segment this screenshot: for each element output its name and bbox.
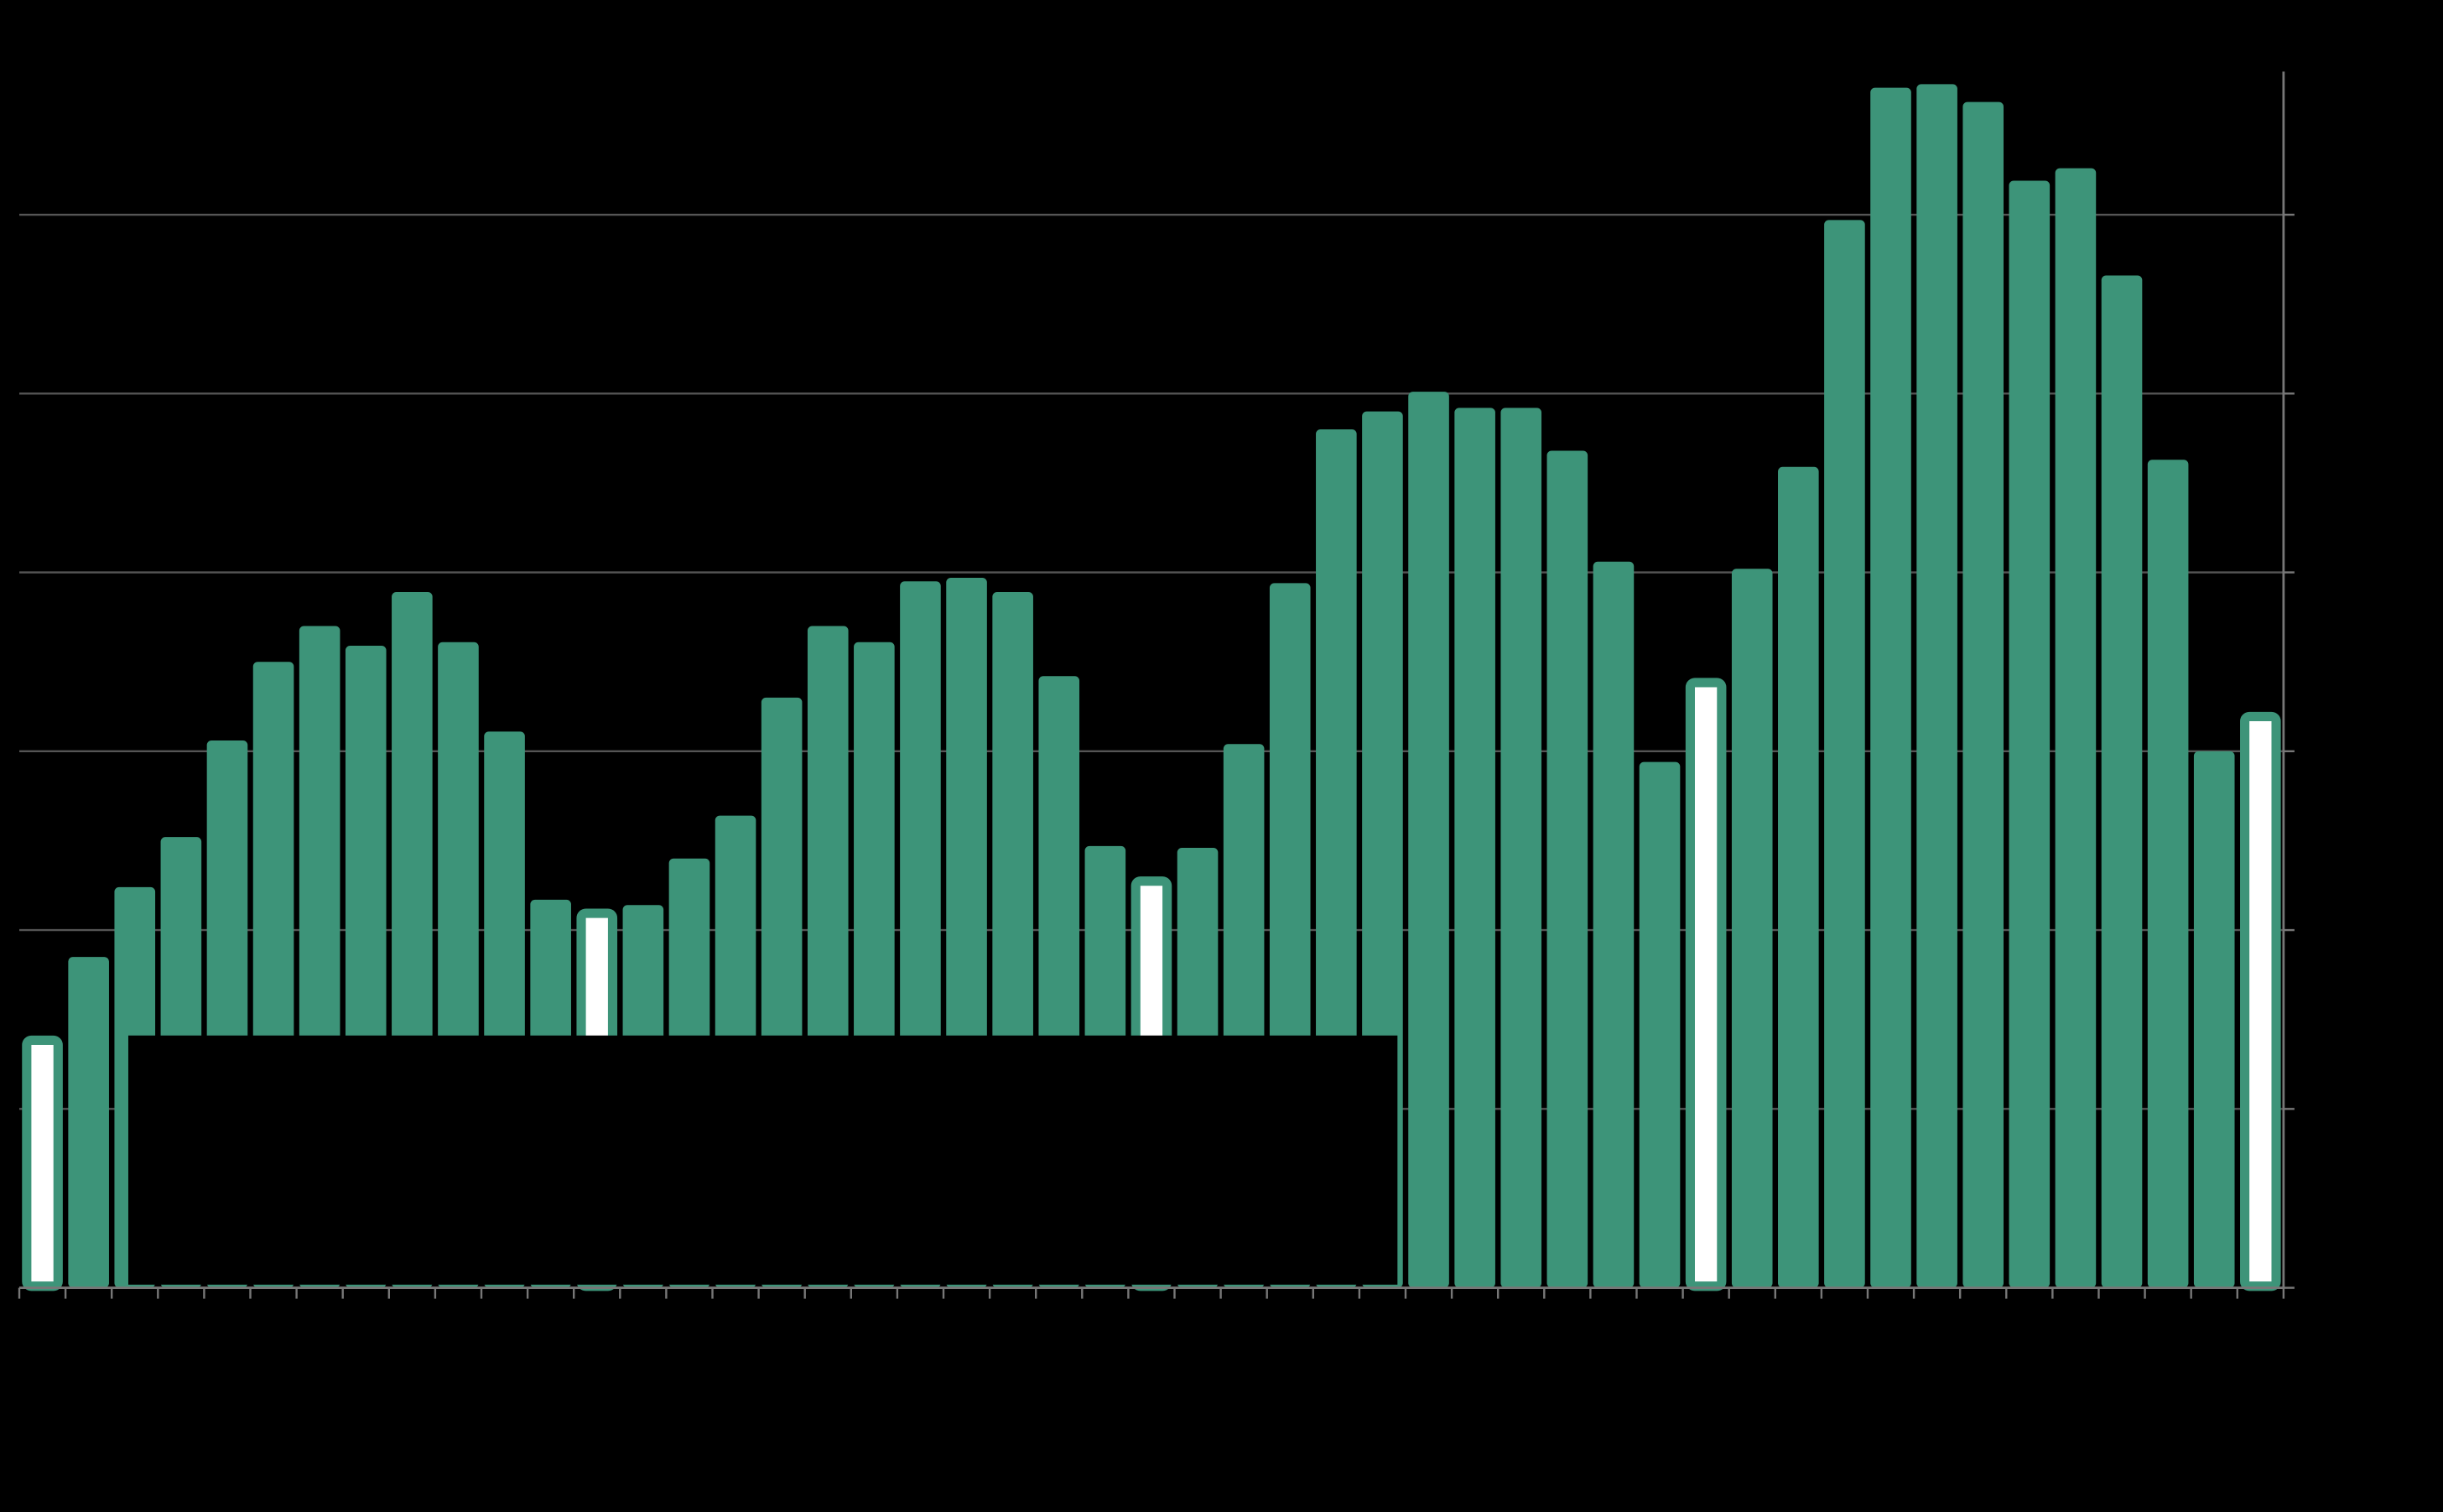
bar-highlighted xyxy=(22,1035,63,1291)
bar xyxy=(1778,466,1819,1288)
bar xyxy=(2055,168,2097,1288)
bar-highlighted xyxy=(2240,711,2281,1291)
bar-highlighted xyxy=(1685,678,1727,1291)
bar xyxy=(1824,220,1865,1288)
bar xyxy=(1408,392,1449,1288)
bar xyxy=(1500,408,1542,1288)
bar xyxy=(2147,460,2189,1288)
bar xyxy=(2101,275,2143,1288)
bar xyxy=(1731,569,1773,1288)
bar xyxy=(2193,751,2235,1288)
bar xyxy=(1916,84,1957,1288)
bar xyxy=(1639,761,1681,1288)
bar xyxy=(68,957,109,1288)
bar xyxy=(1962,101,2004,1288)
legend-box xyxy=(127,1035,1398,1285)
bar xyxy=(1870,87,1911,1288)
bar xyxy=(1546,450,1588,1288)
bar xyxy=(1593,561,1635,1288)
bar xyxy=(2009,180,2051,1288)
bar xyxy=(1454,408,1495,1288)
axes xyxy=(18,71,2295,1299)
